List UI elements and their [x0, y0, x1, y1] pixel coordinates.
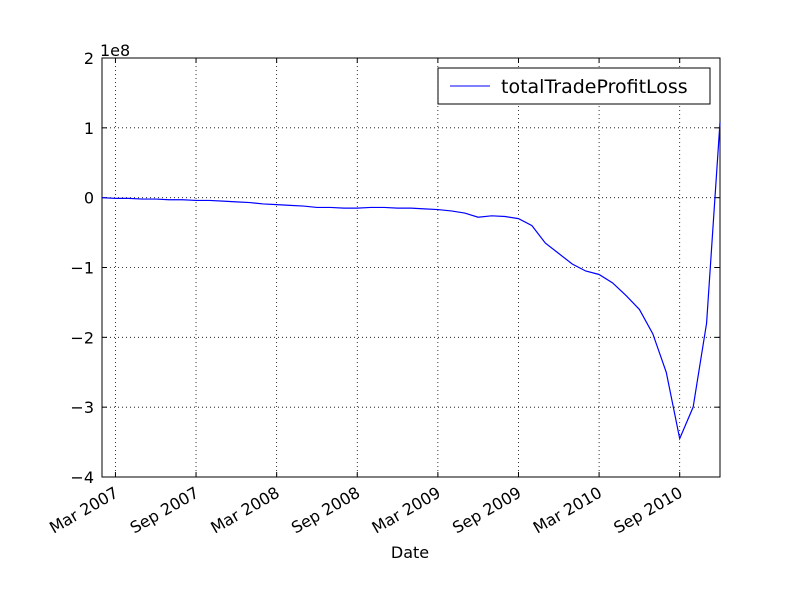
y-tick-label: 0	[84, 189, 94, 208]
y-tick-label: −2	[70, 328, 94, 347]
legend-box	[437, 67, 711, 105]
y-tick-label: 2	[84, 49, 94, 68]
x-tick-label: Mar 2010	[530, 483, 605, 537]
x-tick-label: Mar 2008	[207, 483, 282, 537]
y-tick-label: −1	[70, 259, 94, 278]
y-tick-label: −4	[70, 468, 94, 487]
x-tick-label: Sep 2007	[127, 483, 202, 537]
plot-frame	[101, 57, 721, 478]
x-tick-label: Sep 2009	[449, 483, 524, 537]
x-tick-label: Mar 2009	[369, 483, 444, 537]
y-tick-label: 1	[84, 119, 94, 138]
legend-label: totalTradeProfitLoss	[501, 76, 688, 98]
x-tick-label: Sep 2010	[610, 483, 685, 537]
data-line	[101, 122, 721, 441]
y-offset-label: 1e8	[100, 41, 130, 60]
y-tick-label: −3	[70, 398, 94, 417]
x-tick-label: Sep 2008	[288, 483, 363, 537]
x-axis-label: Date	[391, 543, 429, 562]
x-tick-label: Mar 2007	[46, 483, 121, 537]
